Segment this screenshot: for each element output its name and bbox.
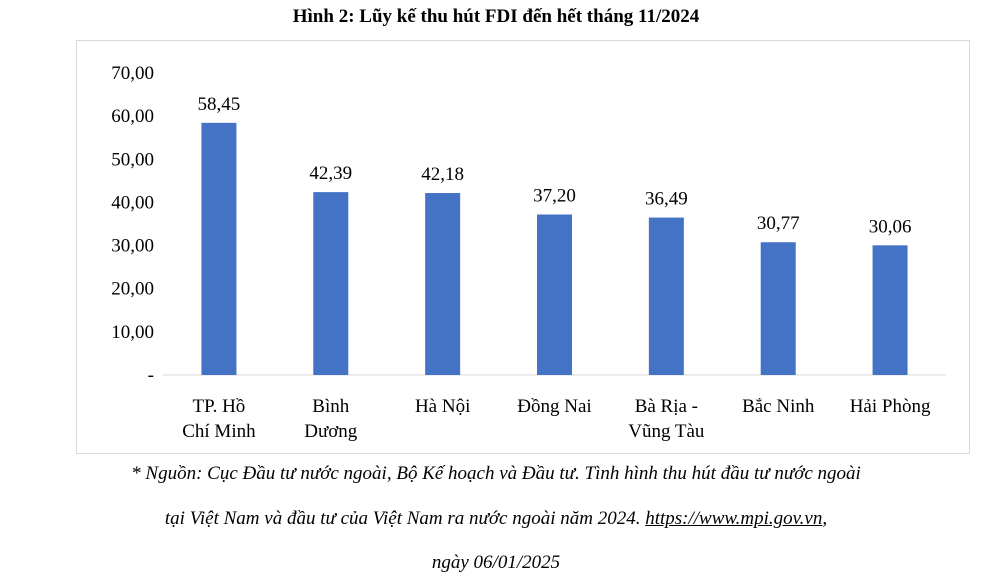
- y-tick-label: 70,00: [111, 63, 154, 84]
- bar: [760, 242, 796, 375]
- category-label: Hải Phòng: [850, 396, 931, 417]
- data-label: 58,45: [198, 94, 241, 115]
- source-text: tại Việt Nam và đầu tư của Việt Nam ra n…: [164, 508, 646, 529]
- chart-title: Hình 2: Lũy kế thu hút FDI đến hết tháng…: [292, 6, 700, 27]
- y-tick-label: -: [148, 365, 154, 386]
- bar: [313, 192, 349, 375]
- bar: [872, 245, 908, 375]
- y-tick-label: 50,00: [111, 149, 154, 170]
- source-link[interactable]: https://www.mpi.gov.vn: [645, 508, 823, 529]
- category-label: Bà Rịa -Vũng Tàu: [628, 396, 705, 442]
- bar: [537, 214, 572, 375]
- category-label: Hà Nội: [415, 396, 470, 417]
- data-label: 30,06: [869, 216, 912, 237]
- data-label: 30,77: [757, 213, 800, 234]
- category-label: Bắc Ninh: [742, 396, 815, 417]
- data-label: 37,20: [533, 186, 576, 207]
- source-line-1: * Nguồn: Cục Đầu tư nước ngoài, Bộ Kế ho…: [131, 463, 861, 484]
- data-label: 36,49: [645, 189, 688, 210]
- bar: [648, 217, 684, 375]
- category-label: Bình Dương: [304, 396, 358, 442]
- bar: [201, 122, 237, 375]
- y-tick-label: 40,00: [111, 192, 154, 213]
- data-label: 42,18: [421, 164, 464, 185]
- bar: [425, 193, 461, 375]
- y-tick-label: 20,00: [111, 279, 154, 300]
- category-label: TP. Hồ Chí Minh: [182, 396, 256, 442]
- chart-frame: [76, 40, 970, 454]
- source-date: ngày 06/01/2025: [431, 552, 561, 573]
- y-tick-label: 30,00: [111, 236, 154, 257]
- data-label: 42,39: [309, 163, 352, 184]
- bar-chart: - 10,00 20,00 30,00 40,00 50,00 60,00 70,00 58,4…: [111, 63, 946, 442]
- source-comma: ,: [822, 508, 828, 529]
- y-tick-label: 10,00: [111, 322, 154, 343]
- source-line-2: tại Việt Nam và đầu tư của Việt Nam ra n…: [0, 509, 992, 529]
- y-tick-label: 60,00: [111, 106, 154, 127]
- category-label: Đồng Nai: [517, 396, 591, 417]
